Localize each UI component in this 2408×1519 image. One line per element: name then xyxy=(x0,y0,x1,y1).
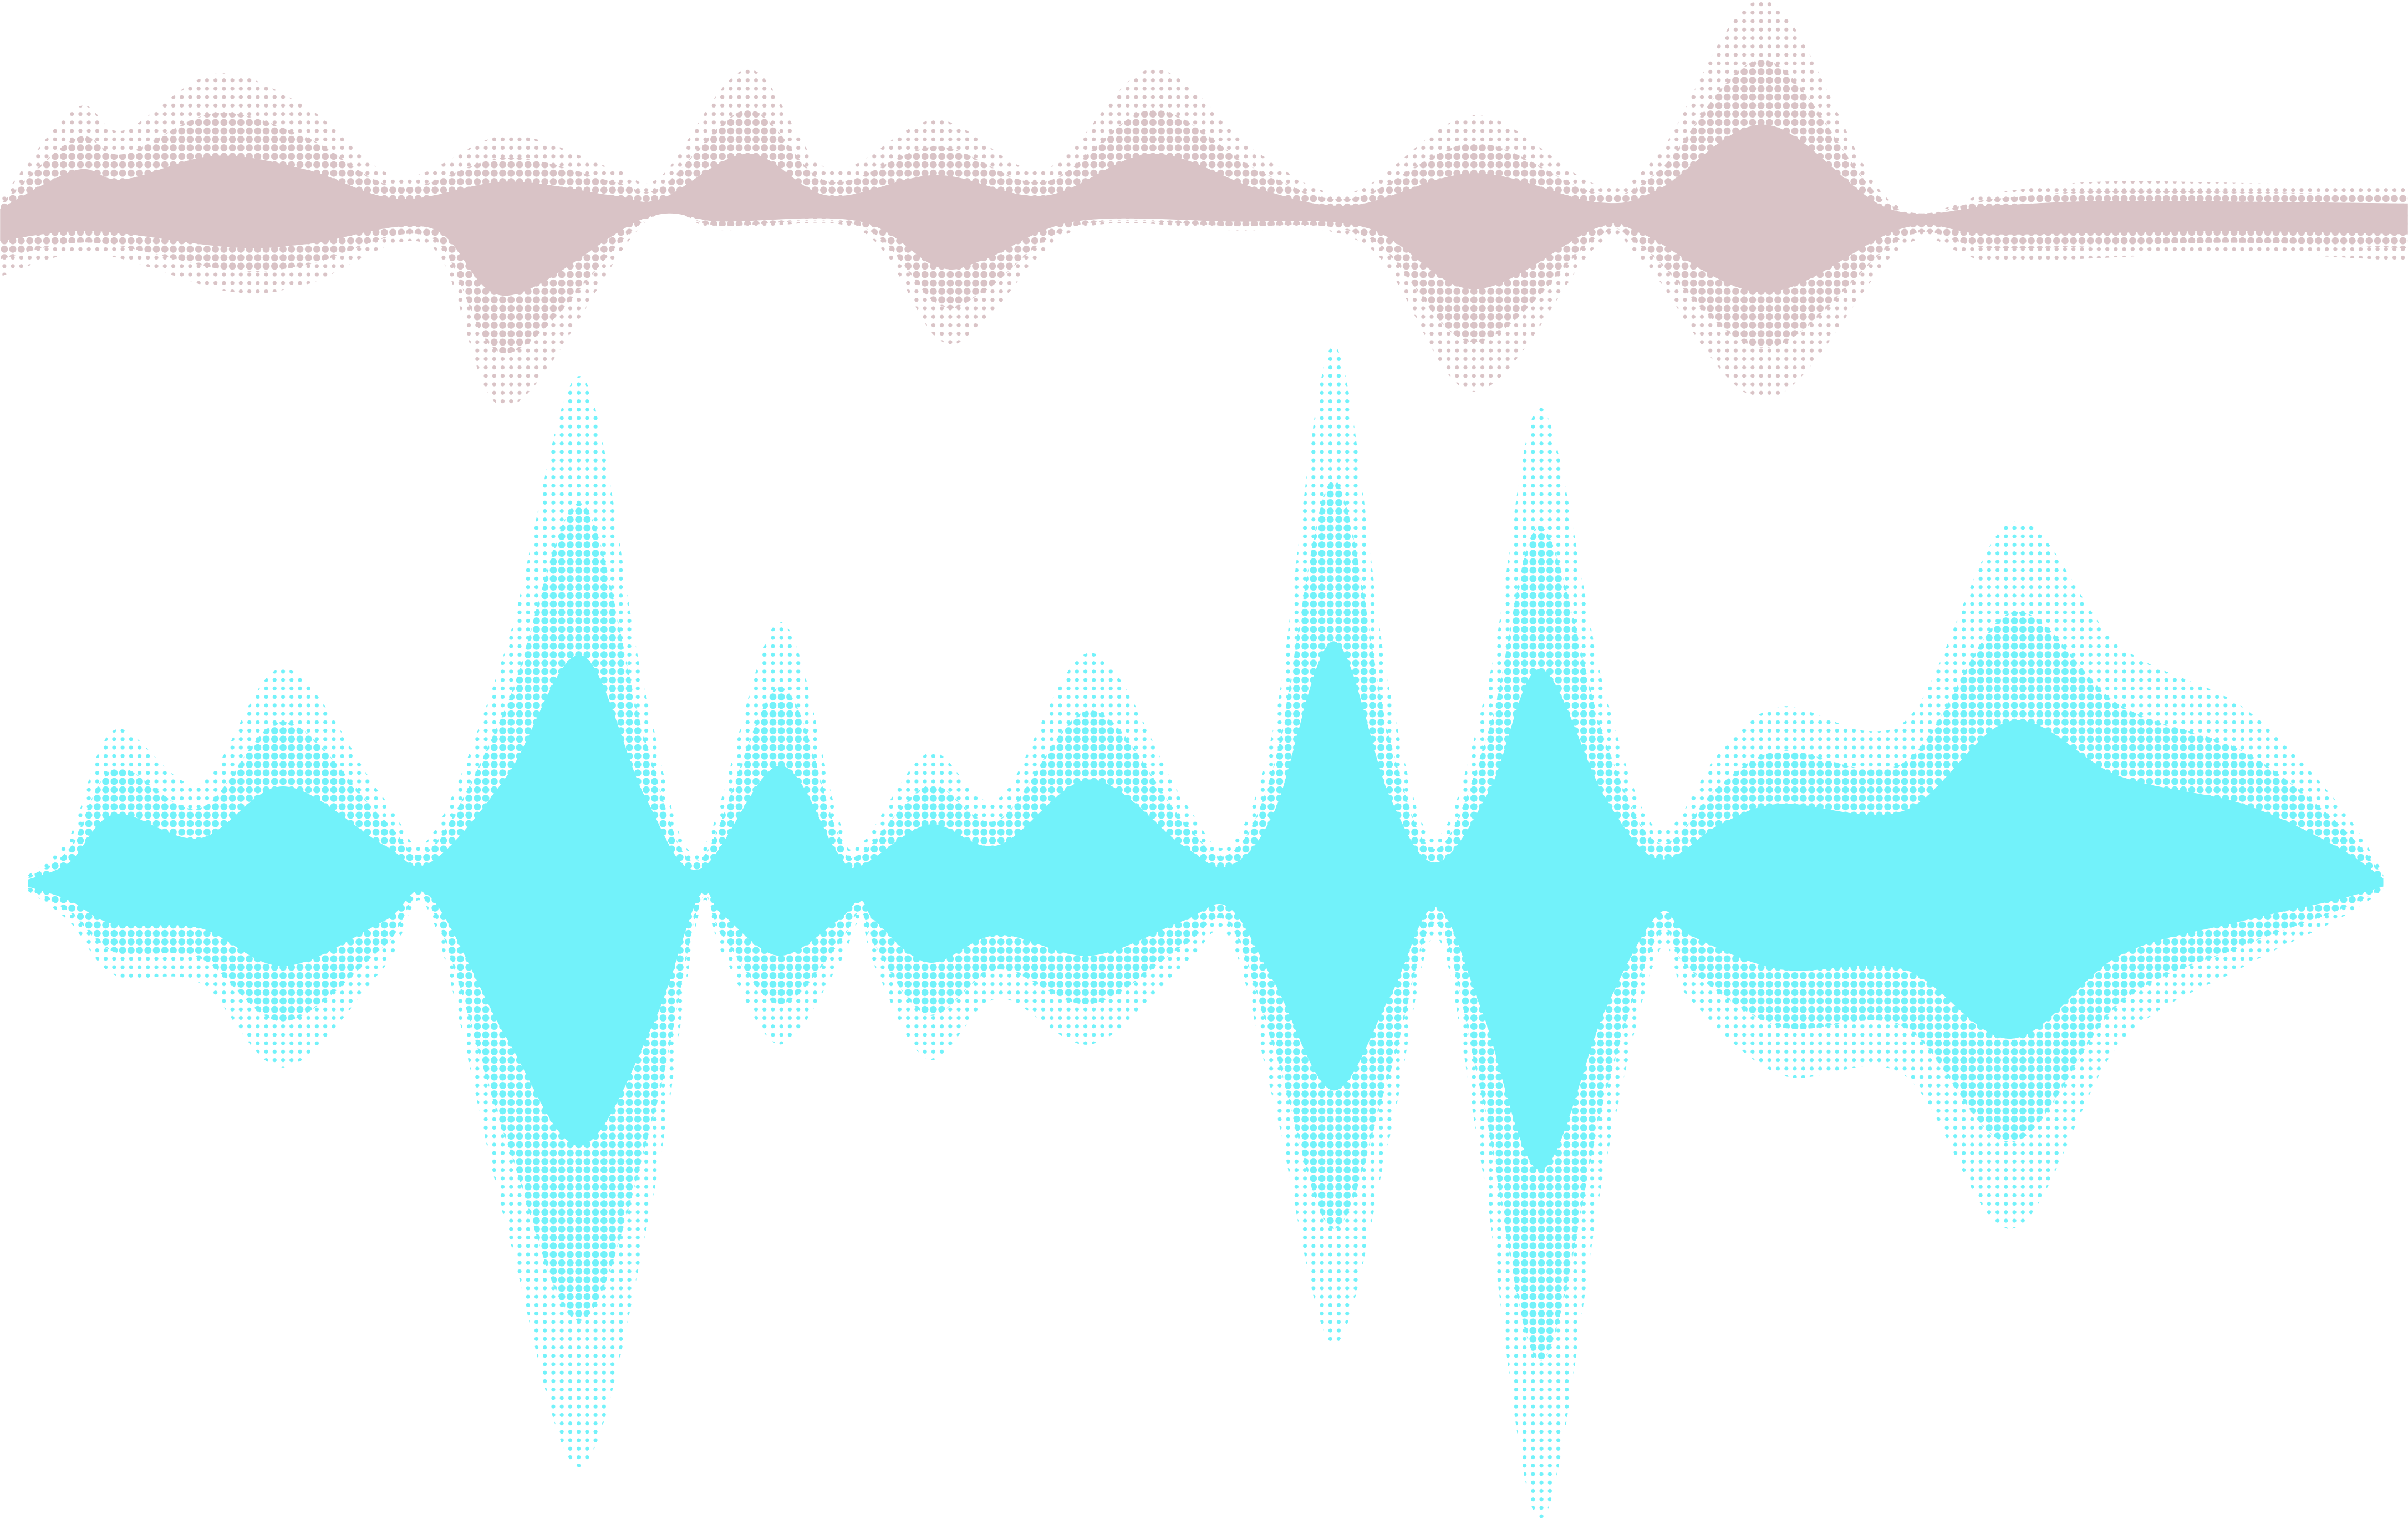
rose-wave xyxy=(0,0,2408,407)
halftone-middle xyxy=(28,480,2384,1361)
wave-core xyxy=(0,124,2408,296)
wave-core xyxy=(28,641,2384,1170)
cyan-wave xyxy=(28,346,2384,1519)
